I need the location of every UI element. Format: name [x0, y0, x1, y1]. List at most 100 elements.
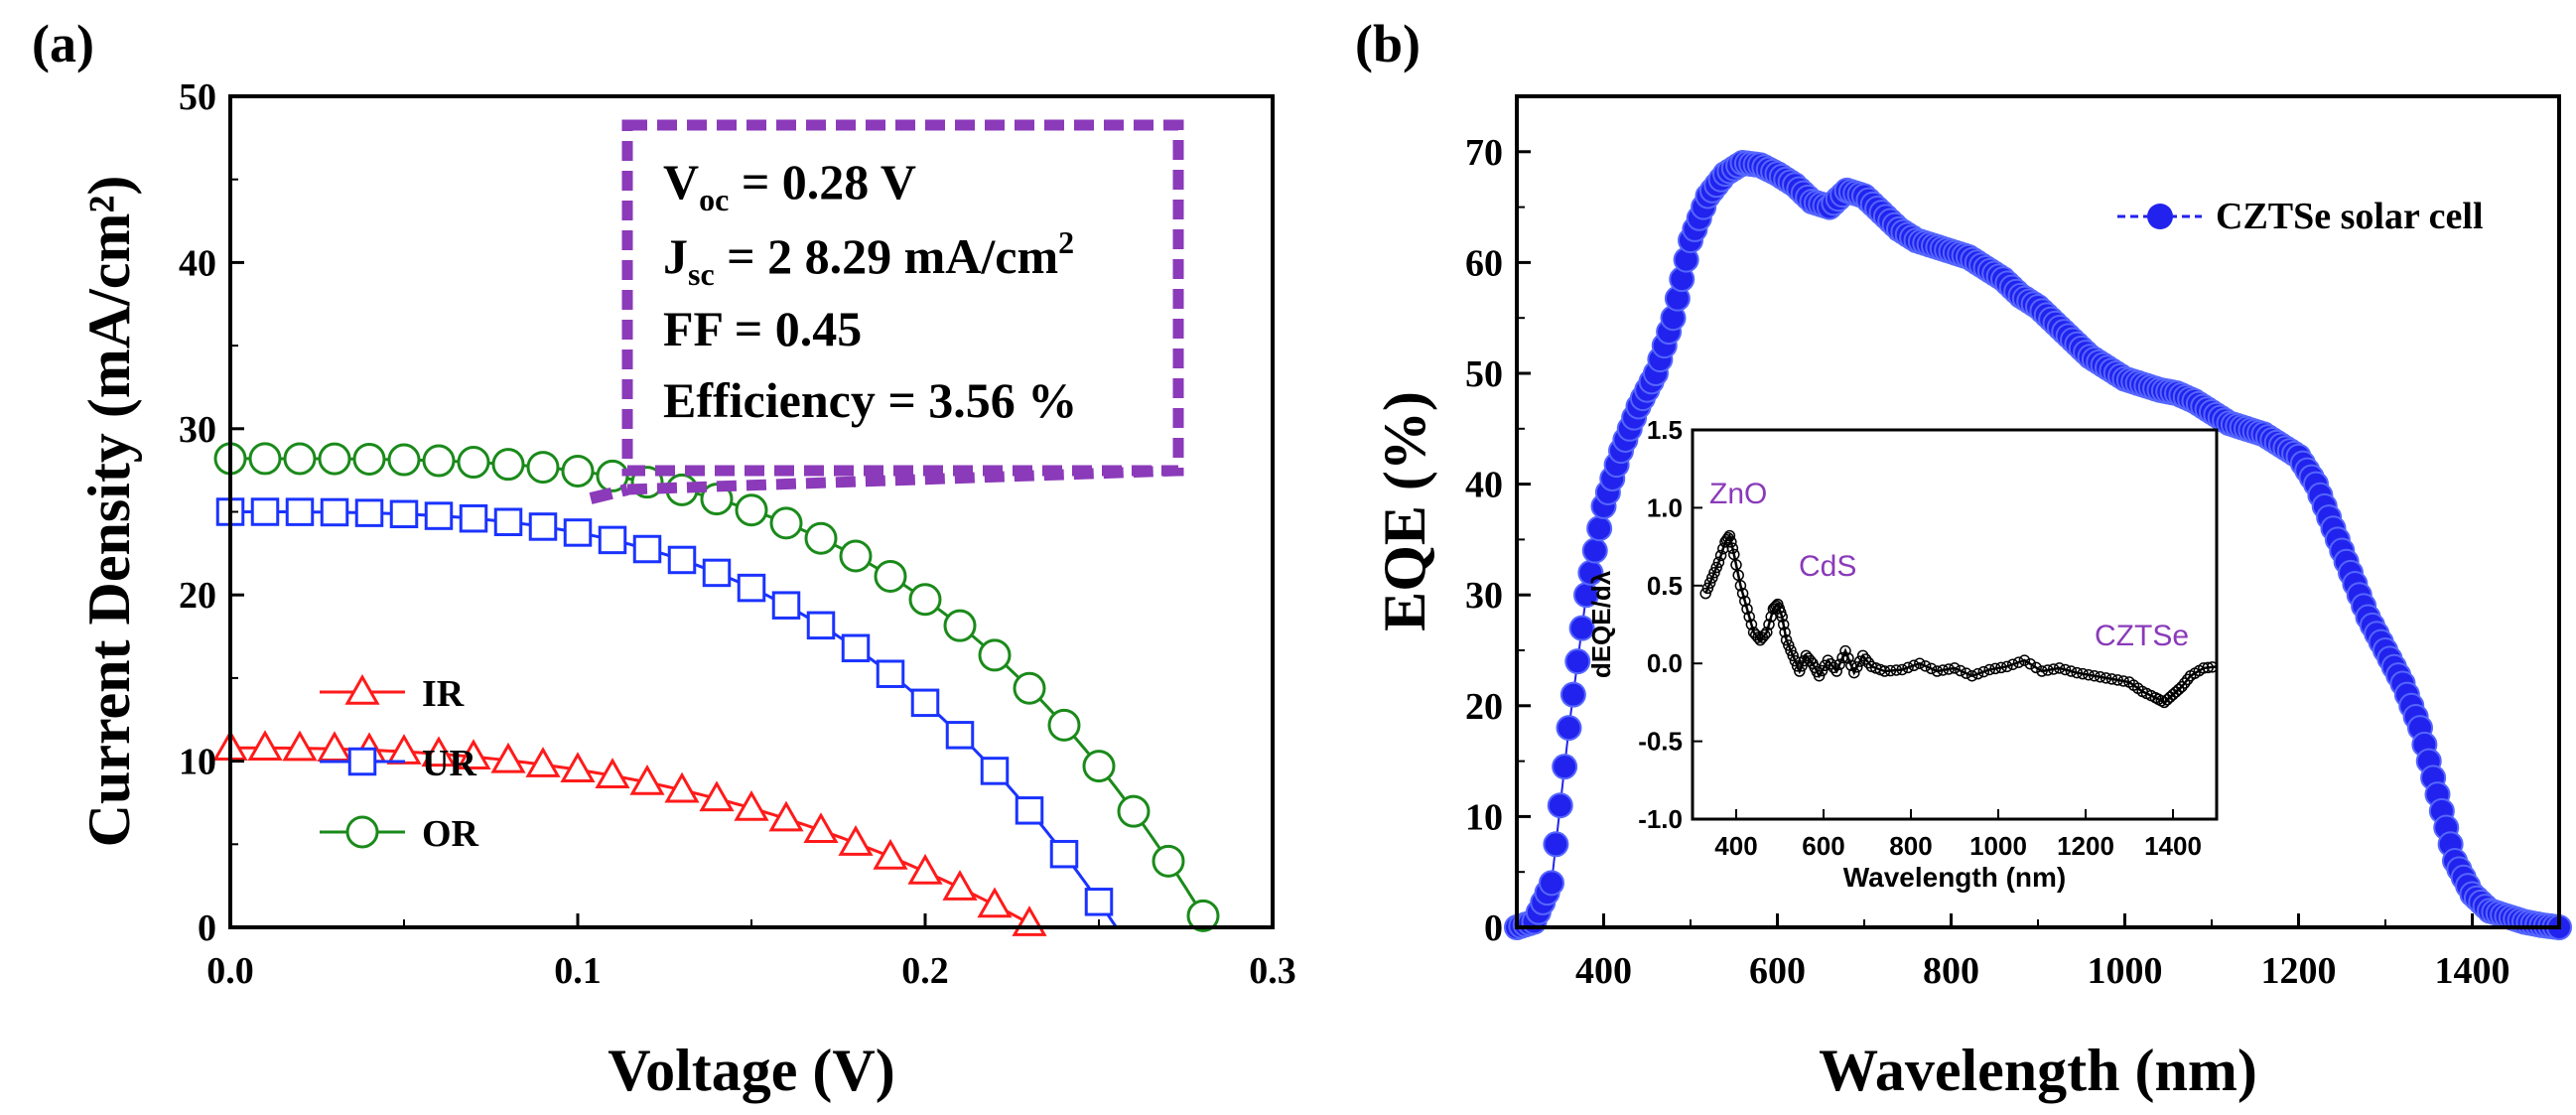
annotation-box	[621, 119, 1184, 477]
a-ytick-label: 20	[179, 575, 216, 617]
inset-label-cztse: CZTSe	[2095, 620, 2189, 652]
a-point-OR	[387, 443, 421, 477]
legend-marker-IR	[344, 673, 380, 705]
a-point-UR	[945, 721, 975, 750]
a-point-IR	[942, 870, 978, 901]
a-series-line-UR	[230, 510, 1118, 928]
inset-point	[2083, 668, 2095, 681]
a-point-UR	[320, 497, 349, 527]
a-point-UR	[841, 633, 871, 663]
inset-point	[1785, 644, 1797, 656]
inset-point	[1726, 542, 1739, 554]
inset-point	[1937, 664, 1950, 676]
inset-point	[1703, 577, 1716, 589]
b-point	[1564, 648, 1591, 675]
inset-xtick-label: 400	[1714, 831, 1757, 861]
inset-point	[2001, 660, 2013, 673]
a-point-IR	[1012, 906, 1047, 936]
a-point-OR	[422, 444, 456, 478]
inset-point	[1736, 587, 1749, 600]
inset-xlabel: Wavelength (nm)	[1843, 862, 2067, 893]
inset-point	[2059, 663, 2072, 676]
b-point	[1543, 831, 1569, 858]
a-point-UR	[737, 573, 766, 603]
inset-point	[1739, 595, 1751, 608]
inset-point	[1914, 657, 1926, 669]
annotation-pointer-2	[626, 465, 1179, 495]
b-point	[1547, 792, 1573, 819]
inset-chart: 400 600 800 1000 1200 1400 1.5 1.0 0.5 0.0 -0.5 -1.…	[1586, 415, 2219, 893]
a-point-UR	[632, 534, 662, 564]
a-point-OR	[561, 454, 595, 488]
inset-point	[1839, 644, 1851, 657]
b-point	[1559, 681, 1586, 708]
inset-label-cds: CdS	[1799, 550, 1856, 583]
a-point-IR	[525, 747, 561, 777]
a-point-OR	[1013, 671, 1046, 705]
inset-point	[1825, 657, 1837, 670]
legend-label-OR: OR	[422, 813, 479, 855]
a-xtick-label: 0.3	[1249, 950, 1296, 992]
panel-b-legend: CZTSe solar cell	[2117, 196, 2484, 237]
inset-ytick-label: 1.5	[1647, 415, 1683, 445]
inset-point	[1902, 661, 1914, 674]
inset-xtick-label: 800	[1889, 831, 1932, 861]
inset-point	[2024, 657, 2037, 670]
a-point-OR	[1186, 899, 1220, 932]
a-point-OR	[283, 442, 317, 476]
a-point-UR	[354, 498, 384, 527]
b-point	[1556, 715, 1582, 742]
b-xtick-label: 800	[1923, 950, 1979, 992]
a-point-IR	[456, 739, 491, 769]
a-point-OR	[1047, 708, 1081, 742]
inset-point	[2042, 664, 2054, 676]
panel-b: (b) 400 600 800 1000 1200 1400 0 10 20 30 40 50 60 70…	[1355, 14, 2572, 1103]
panel-a-legend: IR UR OR	[320, 673, 479, 855]
a-point-OR	[526, 451, 560, 485]
inset-point	[1783, 639, 1795, 651]
inset-point	[1752, 631, 1764, 643]
b-point	[1552, 754, 1578, 780]
a-point-OR	[804, 521, 838, 555]
a-point-OR	[248, 442, 282, 476]
voc-text: Voc = 0.28 V	[663, 154, 916, 217]
legend-marker-UR	[347, 747, 377, 776]
inset-point	[1931, 665, 1944, 677]
inset-point	[1776, 611, 1788, 623]
a-point-IR	[907, 853, 943, 885]
inset-point	[1925, 662, 1938, 675]
legend-label-IR: IR	[422, 673, 465, 715]
a-point-IR	[490, 742, 526, 773]
a-point-UR	[1084, 888, 1114, 916]
a-ytick-label: 50	[179, 76, 216, 118]
a-point-IR	[734, 789, 769, 821]
inset-ytick-label: 1.0	[1647, 492, 1683, 522]
a-point-IR	[317, 731, 352, 763]
b-ytick-label: 20	[1465, 686, 1503, 728]
inset-point	[2071, 666, 2083, 679]
a-point-UR	[285, 497, 315, 526]
inset-point	[1995, 661, 2007, 674]
a-point-IR	[595, 758, 630, 788]
a-ytick-label: 40	[179, 242, 216, 284]
a-point-OR	[908, 583, 942, 617]
inset-point	[2173, 683, 2185, 696]
inset-point	[1971, 667, 1984, 680]
inset-point	[1836, 651, 1848, 664]
a-point-UR	[250, 497, 280, 526]
a-point-UR	[1015, 796, 1044, 825]
a-point-OR	[457, 446, 490, 480]
a-point-IR	[977, 887, 1013, 918]
a-point-IR	[421, 736, 457, 767]
inset-xtick-label: 1400	[2144, 831, 2202, 861]
inset-point	[2012, 656, 2025, 668]
a-point-IR	[664, 771, 700, 803]
a-ytick-label: 10	[179, 742, 216, 783]
inset-point	[1780, 633, 1793, 646]
a-point-UR	[910, 688, 940, 718]
inset-point	[2094, 671, 2106, 683]
a-point-OR	[1117, 794, 1151, 828]
inset-point	[1983, 663, 1995, 676]
panel-a-annotation: Voc = 0.28 V Jsc = 2 8.29 mA/cm2 FF = 0.…	[589, 119, 1184, 504]
